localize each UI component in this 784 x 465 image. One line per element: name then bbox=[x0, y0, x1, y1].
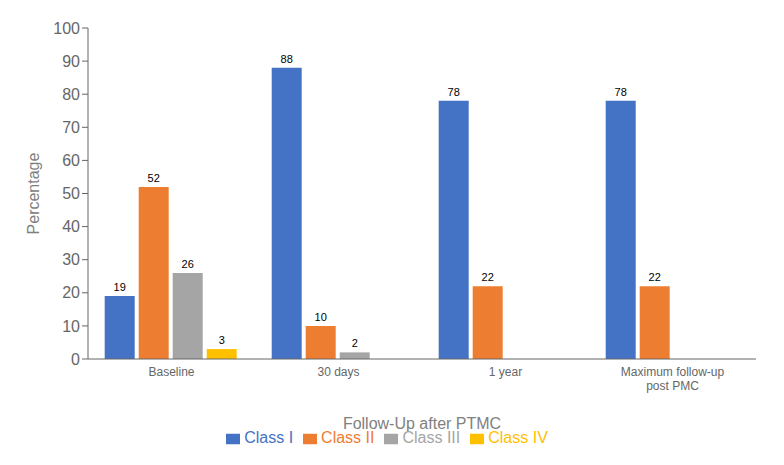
svg-text:30: 30 bbox=[62, 251, 80, 268]
svg-text:90: 90 bbox=[62, 53, 80, 70]
svg-text:80: 80 bbox=[62, 86, 80, 103]
html-text:Class IV: Class IV bbox=[488, 429, 548, 446]
svg-text:1 year: 1 year bbox=[489, 365, 522, 379]
svg-text:52: 52 bbox=[148, 172, 160, 184]
svg-text:Baseline: Baseline bbox=[148, 365, 194, 379]
svg-text:0: 0 bbox=[71, 351, 80, 368]
svg-text:60: 60 bbox=[62, 152, 80, 169]
svg-text:26: 26 bbox=[182, 258, 194, 270]
svg-text:2: 2 bbox=[352, 337, 358, 349]
svg-text:30 days: 30 days bbox=[317, 365, 359, 379]
svg-text:19: 19 bbox=[114, 281, 126, 293]
svg-text:70: 70 bbox=[62, 119, 80, 136]
svg-text:22: 22 bbox=[482, 271, 494, 283]
svg-text:Follow-Up after PTMC: Follow-Up after PTMC bbox=[343, 415, 501, 432]
svg-text:Percentage: Percentage bbox=[25, 152, 42, 234]
html-text:Class II: Class II bbox=[321, 429, 375, 446]
svg-text:78: 78 bbox=[448, 86, 460, 98]
svg-text:88: 88 bbox=[281, 53, 293, 65]
svg-text:78: 78 bbox=[615, 86, 627, 98]
svg-text:10: 10 bbox=[315, 311, 327, 323]
svg-text:3: 3 bbox=[219, 334, 225, 346]
svg-text:40: 40 bbox=[62, 218, 80, 235]
svg-text:22: 22 bbox=[649, 271, 661, 283]
html-text:Class III: Class III bbox=[402, 429, 461, 446]
svg-text:50: 50 bbox=[62, 185, 80, 202]
svg-text:10: 10 bbox=[62, 318, 80, 335]
html-text:Class I: Class I bbox=[244, 429, 294, 446]
svg-text:Maximum follow-uppost PMC: Maximum follow-uppost PMC bbox=[621, 365, 725, 393]
svg-text:20: 20 bbox=[62, 284, 80, 301]
svg-text:100: 100 bbox=[53, 20, 80, 37]
